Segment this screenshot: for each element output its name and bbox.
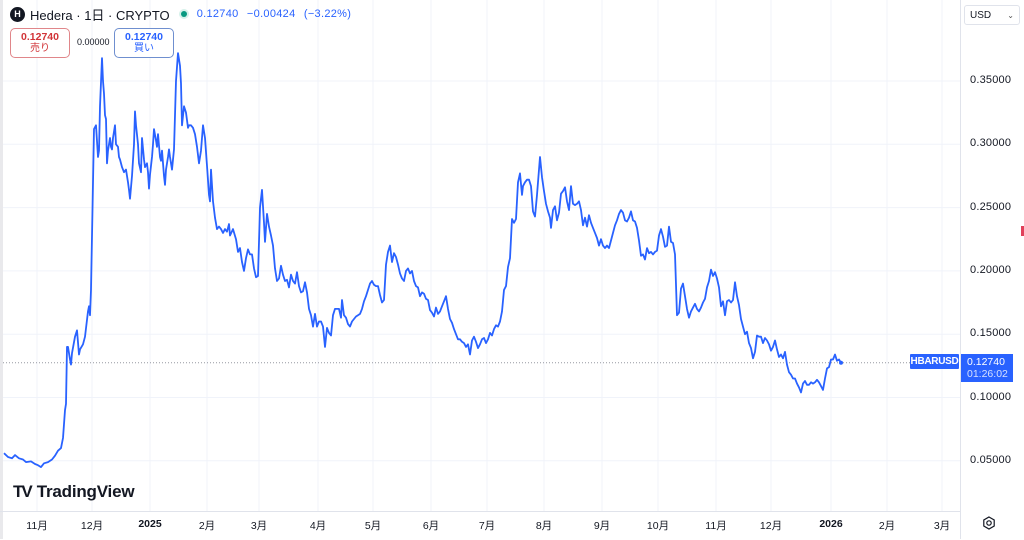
time-tick-label: 12月 [80,520,104,532]
settings-gear-icon[interactable] [982,516,996,530]
chart-header: H Hedera · 1日 · CRYPTO 0.12740 −0.00424 … [10,6,357,23]
spread-value: 0.00000 [77,37,110,47]
time-axis[interactable] [0,511,960,540]
symbol-price-tag: HBARUSD [910,354,959,369]
hedera-logo-icon: H [10,6,25,22]
currency-value: USD [970,9,992,21]
tradingview-mark-icon: TV [13,482,33,501]
symbol-title[interactable]: Hedera · 1日 · CRYPTO [30,7,170,23]
price-tick-label: 0.20000 [970,263,1012,276]
time-tick-label: 7月 [478,520,496,532]
price-chart[interactable] [3,0,960,511]
time-tick-label: 3月 [933,520,951,532]
sell-price: 0.12740 [21,31,59,43]
time-tick-label: 3月 [250,520,268,532]
alert-marker [1021,226,1024,236]
price-axis[interactable] [960,0,1024,539]
time-tick-label: 8月 [535,520,553,532]
chart-pane[interactable] [3,0,960,511]
time-tick-label: 4月 [309,520,327,532]
current-price-tag: 0.12740 01:26:02 [961,354,1013,382]
current-price: 0.12740 [967,356,1005,368]
bar-countdown: 01:26:02 [967,368,1008,380]
market-open-icon [178,9,189,19]
tradingview-logo[interactable]: TV TradingView [13,482,135,502]
time-tick-label: 6月 [422,520,440,532]
time-tick-label: 2026 [819,518,843,530]
time-tick-label: 11月 [705,520,727,532]
price-tick-label: 0.30000 [970,137,1012,150]
time-tick-label: 10月 [646,520,670,532]
chevron-down-icon: ⌄ [1007,10,1014,20]
sell-label: 売り [30,43,50,54]
time-tick-label: 9月 [593,520,611,532]
price-tick-label: 0.25000 [970,200,1012,213]
price-change: −0.00424 [246,8,296,20]
currency-select[interactable]: USD ⌄ [964,5,1020,25]
time-tick-label: 2月 [198,520,216,532]
price-change-pct: (−3.22%) [303,8,352,20]
last-price: 0.12740 [196,8,239,20]
time-tick-label: 12月 [759,520,783,532]
quote-summary: 0.12740 −0.00424 (−3.22%) [197,8,357,20]
price-tick-label: 0.15000 [970,327,1012,340]
buy-label: 買い [134,43,154,54]
buy-price: 0.12740 [125,31,163,43]
buy-button[interactable]: 0.12740 買い [114,28,174,58]
left-edge [0,0,3,539]
price-series-line [3,52,842,469]
time-tick-label: 2025 [138,518,162,530]
grid-lines [3,0,960,511]
price-tick-label: 0.10000 [970,390,1012,403]
price-tick-label: 0.35000 [970,74,1012,86]
price-tick-label: 0.05000 [970,453,1012,466]
time-tick-label: 11月 [26,520,48,532]
sell-button[interactable]: 0.12740 売り [10,28,70,58]
time-tick-label: 2月 [878,520,896,532]
tradingview-wordmark: TradingView [36,482,135,501]
last-price-dot [839,360,843,365]
time-tick-label: 5月 [364,520,382,532]
